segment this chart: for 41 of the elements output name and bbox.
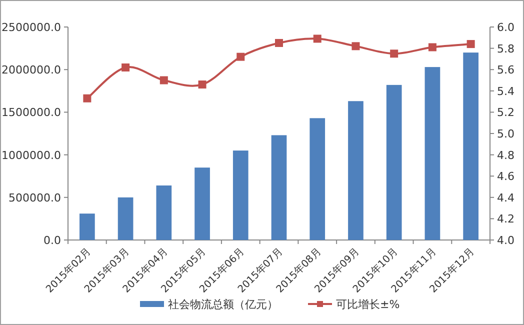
y2-tick-label: 5.8: [497, 42, 514, 56]
y-tick-label: 500000.0: [8, 191, 61, 204]
bar: [424, 67, 440, 240]
legend-label: 可比增长±%: [336, 298, 400, 311]
point: [122, 63, 130, 72]
point: [160, 76, 168, 84]
point: [275, 38, 283, 47]
bar: [80, 214, 95, 240]
bar: [348, 101, 364, 240]
y2-tick-label: 5.4: [497, 84, 514, 98]
bar: [386, 84, 402, 240]
y2-tick-label: 4.4: [497, 191, 514, 204]
bar: [118, 197, 134, 240]
bar: [310, 118, 326, 240]
y-tick-label: 0.0: [44, 234, 61, 247]
point: [390, 50, 398, 58]
point: [313, 34, 322, 43]
y2-tick-label: 5.2: [497, 106, 514, 120]
y2-tick-label: 6.0: [497, 21, 514, 34]
point: [83, 94, 92, 102]
y-tick-label: 1500000.0: [2, 106, 61, 120]
y2-tick-label: 4.0: [497, 234, 514, 247]
bar: [463, 52, 478, 240]
bar: [194, 168, 210, 240]
bar: [156, 185, 172, 240]
y2-tick-label: 4.8: [497, 148, 514, 162]
y2-tick-label: 5.6: [497, 64, 514, 77]
point: [236, 52, 245, 61]
point: [198, 80, 206, 89]
y-tick-label: 2500000.0: [2, 21, 61, 34]
bar: [232, 150, 248, 240]
y2-tick-label: 5.0: [497, 128, 514, 140]
point: [428, 43, 436, 52]
y2-tick-label: 4.2: [497, 212, 514, 226]
y-tick-label: 2000000.0: [2, 64, 61, 77]
bar: [271, 135, 287, 240]
legend-label: 社会物流总额（亿元）: [168, 298, 278, 311]
y-tick-label: 1000000.0: [2, 148, 61, 162]
point: [466, 40, 475, 48]
point: [352, 42, 360, 50]
y2-tick-label: 4.6: [497, 170, 514, 184]
